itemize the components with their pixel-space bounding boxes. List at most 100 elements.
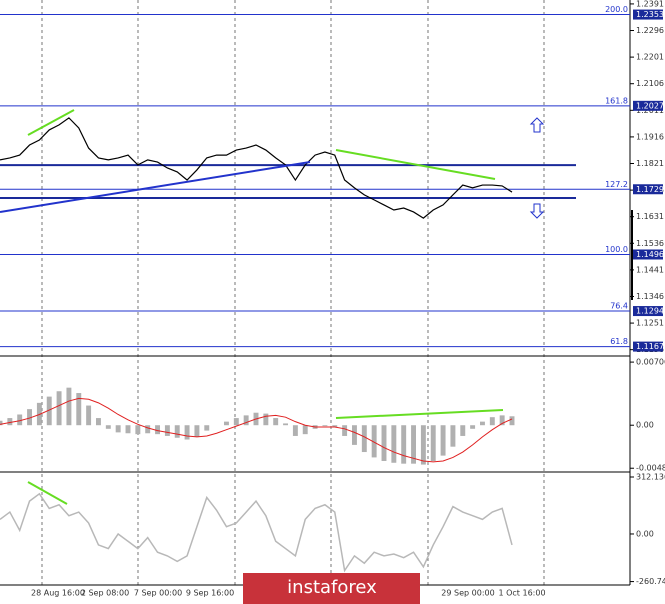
macd-bar [76,393,82,426]
macd-bar [440,425,446,456]
y-tick-label: 1.1631 [636,212,664,221]
y-tick-label: 1.2106 [636,79,664,88]
macd-bar [283,423,288,426]
macd-bar [489,417,495,426]
trend-line [27,109,75,136]
price-box [633,100,663,111]
trend-line [335,409,504,419]
macd-bar [86,405,92,426]
price-box [633,249,663,260]
macd-bar [125,425,131,434]
macd-signal [0,397,513,463]
macd-bar [509,416,515,426]
time-grid [41,0,545,585]
fib-label: 61.8 [610,337,628,346]
macd-bar [46,396,52,426]
macd-bar [243,415,249,426]
macd-bar [66,387,72,426]
macd-bar [0,420,3,426]
macd-bar [164,425,170,436]
y-tick-label: -260.7482 [636,577,665,586]
trend-line [27,481,68,505]
y-tick-label: 1.2296 [636,26,664,35]
macd-bar [263,413,269,426]
macd-bar [480,421,485,426]
macd-bar [7,418,13,426]
macd-bar [391,425,397,463]
x-tick-label: 28 Aug 16:00 [31,589,85,598]
macd-bar [105,425,111,429]
fib-label: 161.8 [605,96,628,105]
trend-line [0,161,311,213]
price-box [633,184,663,195]
macd-bar [233,418,239,426]
macd-bar [194,425,200,437]
price-box-label: 1.2353 [636,10,664,19]
y-tick-label: 1.1346 [636,292,664,301]
macd-bar [302,425,308,435]
price-box-label: 1.1729 [636,185,664,194]
macd-bar [115,425,121,433]
macd-bar [56,391,62,426]
fib-label: 127.2 [605,180,628,189]
y-tick-label: 1.1821 [636,159,664,168]
x-tick-label: 2 Sep 08:00 [81,589,129,598]
x-tick-label: 7 Sep 00:00 [134,589,182,598]
price-box-label: 1.1294 [636,307,664,316]
watermark-box [243,573,420,604]
price-box-label: 1.1496 [636,250,664,259]
macd-bar [322,425,328,427]
x-tick-label: 29 Sep 00:00 [441,589,494,598]
y-tick-label: 1.1441 [636,265,664,274]
arrow-down [529,203,545,219]
macd-bar [155,425,160,435]
arrow-up [529,117,545,133]
macd-bar [96,418,101,426]
macd-bar [145,425,151,434]
macd-bar [381,425,387,461]
y-tick-label: -0.00481 [636,464,665,473]
y-tick-label: 1.1916 [636,132,664,141]
macd-bar [411,425,416,464]
x-tick-label: 9 Sep 16:00 [186,589,234,598]
macd-bar [401,425,407,464]
y-tick-label: 1.1251 [636,319,664,328]
fib-label: 76.4 [610,302,628,311]
macd-bar [460,425,466,436]
fib-label: 100.0 [605,245,628,254]
price-box [633,9,663,20]
price-box [633,306,663,317]
y-tick-label: 312.1363 [636,472,665,481]
watermark: instaforex [287,577,377,598]
y-tick-label: 1.1536 [636,239,664,248]
macd-bar [499,415,505,426]
macd-bar [27,409,32,426]
macd-bar [352,425,357,445]
macd-bar [430,425,436,461]
macd-bar [361,425,367,453]
macd-bar [174,425,180,438]
y-tick-label: 0.00 [636,421,654,430]
macd-bar [184,425,190,440]
y-tick-label: 0.00 [636,529,654,538]
macd-bar [204,425,210,431]
x-tick-label: 1 Oct 16:00 [498,589,545,598]
macd-bar [371,425,377,458]
price-box-label: 1.2027 [636,101,664,110]
cci-line [0,492,513,573]
macd-bar [342,425,348,436]
y-tick-label: 0.00706 [636,358,665,367]
macd-bar [420,425,426,465]
macd-bar [273,418,279,426]
fib-label: 200.0 [605,5,628,14]
macd-bar [17,414,23,426]
macd-bar [470,425,476,429]
macd-bar [224,421,229,426]
macd-bar [450,425,456,447]
macd-bar [332,425,338,428]
y-tick-label: 1.2201 [636,53,664,62]
y-tick-label: 1.2391 [636,0,664,8]
price-box-label: 1.1167 [636,342,664,351]
